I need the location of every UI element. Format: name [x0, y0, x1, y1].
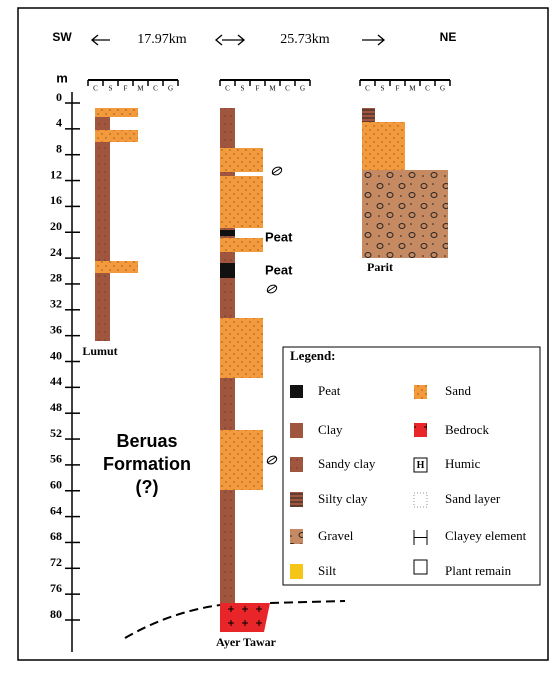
distance: 17.97km — [137, 32, 187, 47]
figure: SW 17.97km 25.73km NE m 0481216202428323… — [0, 0, 554, 673]
legend-label: Bedrock — [445, 422, 490, 437]
bedrock — [220, 603, 270, 632]
gravel-layer — [362, 170, 448, 258]
scale-label: C — [365, 85, 370, 93]
sand-layer — [362, 122, 405, 170]
depth-label: 60 — [50, 478, 62, 492]
legend-icon — [290, 564, 303, 579]
depth-label: 8 — [56, 141, 62, 155]
arrow — [92, 35, 110, 45]
scale-label: C — [93, 85, 98, 93]
scale-label: C — [225, 85, 230, 93]
legend-label: Clay — [318, 422, 343, 437]
scale-label: C — [425, 85, 430, 93]
depth-label: 36 — [50, 322, 62, 336]
scale-label: S — [381, 85, 385, 93]
depth-label: 28 — [50, 271, 62, 285]
distance: 25.73km — [280, 32, 330, 47]
legend-label: Sand — [445, 383, 472, 398]
scale-label: F — [124, 85, 128, 93]
sand-layer — [220, 238, 263, 252]
column-label: Ayer Tawar — [216, 635, 277, 649]
depth-label: 64 — [50, 503, 62, 517]
legend-icon — [290, 385, 303, 398]
sand-layer — [220, 148, 263, 172]
sand-layer — [95, 108, 138, 117]
peat-layer — [220, 230, 235, 236]
depth-label: 24 — [50, 245, 62, 259]
clay-layer — [95, 108, 110, 341]
silty-clay-layer — [362, 108, 375, 122]
depth-label: 4 — [56, 116, 62, 130]
direction-ne: NE — [440, 30, 457, 44]
scale-label: M — [137, 85, 144, 93]
sand-layer — [220, 318, 263, 378]
depth-label: 56 — [50, 452, 62, 466]
column-label: Parit — [367, 260, 393, 274]
depth-label: 72 — [50, 555, 62, 569]
sand-layer — [220, 176, 263, 228]
scale-label: M — [409, 85, 416, 93]
scale-label: C — [153, 85, 158, 93]
legend-label: Sand layer — [445, 491, 501, 506]
depth-label: 12 — [50, 167, 62, 181]
formation-label: (?) — [136, 477, 159, 497]
peat-label: Peat — [265, 229, 293, 244]
scale-label: G — [300, 85, 305, 93]
depth-label: 32 — [50, 297, 62, 311]
depth-label: 40 — [50, 348, 62, 362]
depth-label: 80 — [50, 607, 62, 621]
legend-label: Sandy clay — [318, 456, 376, 471]
scale-label: G — [440, 85, 445, 93]
humic-symbol: H — [417, 460, 425, 471]
scale-label: S — [109, 85, 113, 93]
direction-sw: SW — [52, 30, 72, 44]
scale-label: C — [285, 85, 290, 93]
legend-icon — [414, 385, 427, 399]
scale-label: S — [241, 85, 245, 93]
formation-label: Beruas — [116, 431, 177, 451]
depth-label: 16 — [50, 193, 62, 207]
legend-label: Gravel — [318, 528, 354, 543]
legend-icon — [290, 492, 303, 507]
arrow — [216, 35, 244, 45]
depth-label: 44 — [50, 374, 62, 388]
arrow — [362, 35, 384, 45]
column-label: Lumut — [82, 344, 117, 358]
scale-label: F — [396, 85, 400, 93]
legend-icon — [290, 529, 303, 544]
sand-layer — [95, 130, 138, 142]
sand-layer — [220, 430, 263, 490]
depth-label: 76 — [50, 581, 62, 595]
scale-label: G — [168, 85, 173, 93]
legend-icon — [290, 457, 303, 472]
scale-label: M — [269, 85, 276, 93]
sand-layer — [95, 261, 138, 273]
legend-icon — [414, 423, 427, 437]
legend-label: Clayey element — [445, 528, 527, 543]
legend-label: Humic — [445, 456, 481, 471]
depth-label: 52 — [50, 426, 62, 440]
legend-label: Peat — [318, 383, 341, 398]
formation-label: Formation — [103, 454, 191, 474]
legend-label: Silty clay — [318, 491, 368, 506]
peat-layer — [220, 263, 235, 278]
peat-label: Peat — [265, 262, 293, 277]
depth-unit: m — [56, 70, 68, 85]
legend-label: Silt — [318, 563, 336, 578]
depth-label: 0 — [56, 90, 62, 104]
legend-title: Legend: — [290, 348, 336, 363]
plant-remains — [266, 165, 283, 465]
depth-label: 48 — [50, 400, 62, 414]
depth-label: 68 — [50, 529, 62, 543]
scale-label: F — [256, 85, 260, 93]
legend-icon — [290, 423, 303, 438]
legend-label: Plant remain — [445, 563, 512, 578]
depth-label: 20 — [50, 219, 62, 233]
